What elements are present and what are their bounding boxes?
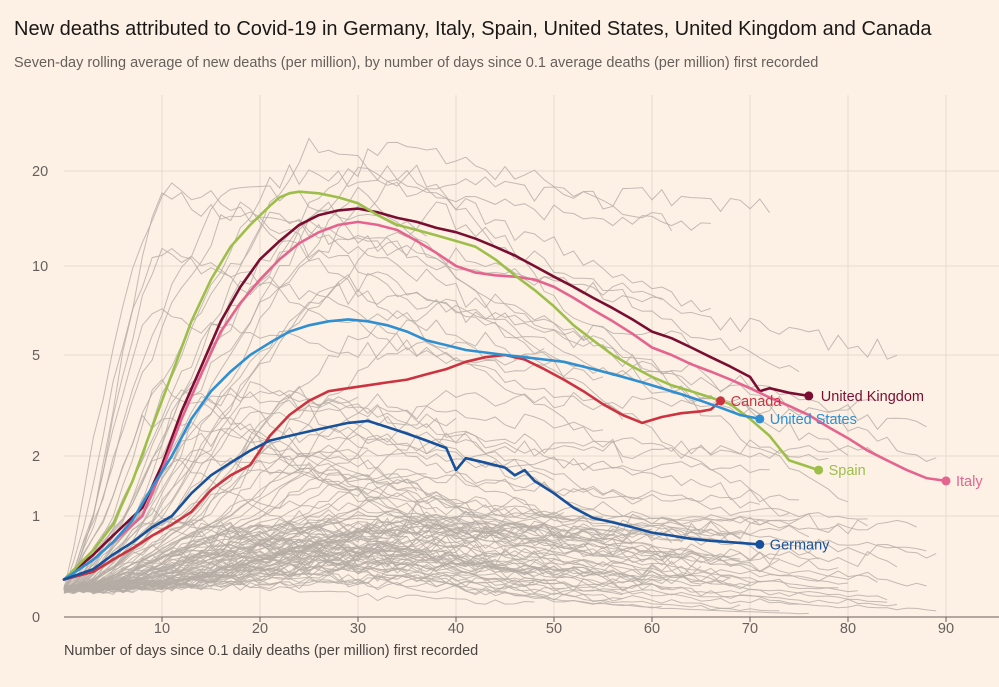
x-tick-label: 80: [840, 621, 856, 637]
x-tick-label: 10: [154, 621, 170, 637]
background-country-line: [63, 186, 790, 590]
background-country-line: [63, 534, 761, 594]
background-country-line: [63, 396, 888, 603]
background-country-line: [63, 432, 829, 590]
series-label: United States: [770, 412, 857, 428]
series-endpoint: [814, 465, 824, 475]
background-country-line: [63, 403, 368, 591]
background-country-line: [63, 247, 623, 591]
background-country-line: [63, 524, 633, 593]
series-endpoint: [804, 391, 814, 401]
y-tick-label: 0: [32, 610, 40, 626]
background-country-line: [63, 547, 898, 590]
background-country-line: [63, 479, 849, 590]
series-line-united-states: [62, 318, 762, 581]
series-line-spain: [62, 190, 820, 581]
x-tick-label: 40: [448, 621, 464, 637]
background-country-line: [63, 164, 849, 592]
background-country-lines: [63, 137, 937, 615]
background-country-line: [63, 562, 535, 590]
background-country-line: [63, 507, 809, 615]
background-country-line: [63, 393, 643, 590]
y-tick-label: 20: [32, 164, 48, 180]
background-country-line: [63, 551, 878, 594]
background-country-line: [63, 396, 604, 590]
background-country-line: [63, 211, 937, 590]
x-tick-label: 60: [644, 621, 660, 637]
background-country-line: [63, 381, 800, 590]
background-country-line: [63, 547, 594, 593]
series-endpoint: [755, 414, 765, 424]
background-country-line: [63, 444, 672, 590]
series-line-germany: [62, 419, 762, 581]
x-axis-label: Number of days since 0.1 daily deaths (p…: [64, 643, 479, 659]
background-country-line: [63, 528, 486, 592]
series-endpoint: [755, 539, 765, 549]
background-country-line: [63, 389, 878, 590]
background-country-line: [63, 185, 427, 590]
background-country-line: [63, 458, 506, 590]
series-line-canada: [62, 353, 722, 581]
background-country-line: [63, 435, 858, 593]
background-country-line: [63, 201, 624, 589]
y-tick-label: 1: [32, 509, 40, 525]
background-country-line: [63, 378, 741, 590]
background-country-line: [63, 517, 388, 590]
background-country-line: [63, 182, 711, 589]
background-country-line: [63, 461, 927, 590]
background-country-line: [63, 571, 780, 612]
background-country-line: [63, 323, 564, 591]
background-country-line: [63, 509, 506, 593]
series-label: United Kingdom: [821, 389, 924, 405]
series-label: Spain: [829, 463, 866, 479]
background-country-line: [64, 548, 898, 607]
series-endpoint: [716, 396, 726, 406]
axes: 0 1 2 5 10 20 10 20 30 40 50 60 70 80 90: [32, 164, 999, 637]
x-tick-label: 30: [350, 621, 366, 637]
y-tick-label: 2: [32, 449, 40, 465]
background-country-line: [63, 526, 467, 594]
background-country-line: [63, 247, 761, 589]
background-country-line: [63, 519, 868, 591]
x-tick-label: 70: [742, 621, 758, 637]
background-country-line: [63, 414, 427, 589]
y-tick-label: 5: [32, 348, 40, 364]
background-country-line: [63, 385, 574, 591]
series-label: Italy: [956, 474, 983, 490]
x-tick-label: 50: [546, 621, 562, 637]
x-tick-label: 20: [252, 621, 268, 637]
highlighted-series: United Kingdom Italy Spain Canada United Sta…: [62, 190, 983, 581]
background-country-line: [63, 141, 673, 590]
background-country-line: [63, 571, 937, 612]
y-tick-label: 10: [32, 259, 48, 275]
background-country-line: [63, 553, 662, 609]
background-country-line: [63, 191, 898, 590]
series-label: Germany: [770, 537, 830, 553]
chart-title: New deaths attributed to Covid-19 in Ger…: [14, 18, 932, 40]
x-tick-label: 90: [938, 621, 954, 637]
chart-subtitle: Seven-day rolling average of new deaths …: [14, 55, 819, 71]
background-country-line: [63, 201, 800, 589]
background-country-line: [63, 527, 701, 590]
background-country-line: [63, 555, 672, 591]
background-country-line: [63, 515, 839, 593]
background-country-line: [63, 308, 604, 590]
background-country-line: [63, 498, 604, 590]
series-label: Canada: [731, 394, 783, 410]
series-line-united-kingdom: [62, 207, 811, 581]
background-country-line: [63, 565, 408, 593]
series-endpoint: [941, 476, 951, 486]
